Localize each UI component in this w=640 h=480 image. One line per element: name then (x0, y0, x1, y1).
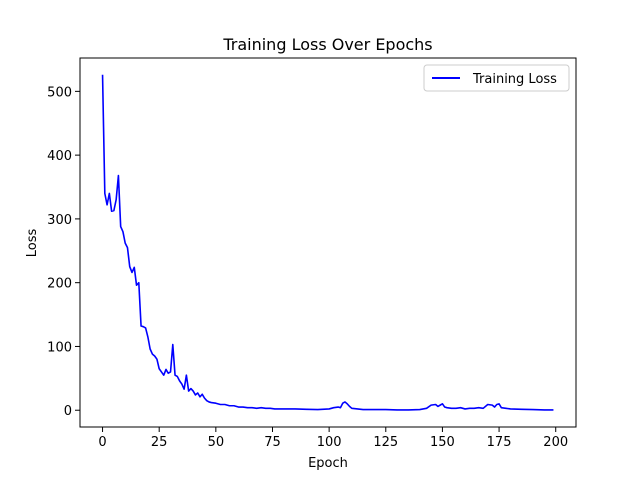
x-tick-label: 150 (430, 435, 455, 450)
y-tick-label: 100 (47, 340, 72, 355)
legend-label-training-loss: Training Loss (472, 72, 557, 87)
x-tick-label: 125 (373, 435, 398, 450)
x-tick-label: 25 (151, 435, 168, 450)
x-tick-label: 100 (317, 435, 342, 450)
legend-box (423, 64, 570, 92)
x-tick-label: 75 (264, 435, 281, 450)
plot-frame (79, 57, 577, 428)
y-axis-label: Loss (25, 229, 40, 258)
x-axis-label: Epoch (308, 456, 348, 471)
y-tick-label: 300 (47, 213, 72, 228)
plot-area (80, 58, 576, 427)
legend: Training Loss (423, 64, 570, 92)
chart-title: Training Loss Over Epochs (222, 35, 432, 54)
x-tick-label: 0 (98, 435, 106, 450)
series-line-training-loss (101, 74, 554, 411)
axes-layer: 0 25 50 75 100 125 150 175 200 0 100 200 300 400 500 (47, 85, 568, 450)
y-tick-label: 500 (47, 85, 72, 100)
y-tick-label: 200 (47, 277, 72, 292)
y-tick-label: 400 (47, 149, 72, 164)
series-layer (101, 74, 554, 411)
y-tick-label: 0 (64, 404, 72, 419)
x-tick-label: 175 (487, 435, 512, 450)
x-tick-label: 50 (208, 435, 225, 450)
x-tick-label: 200 (543, 435, 568, 450)
